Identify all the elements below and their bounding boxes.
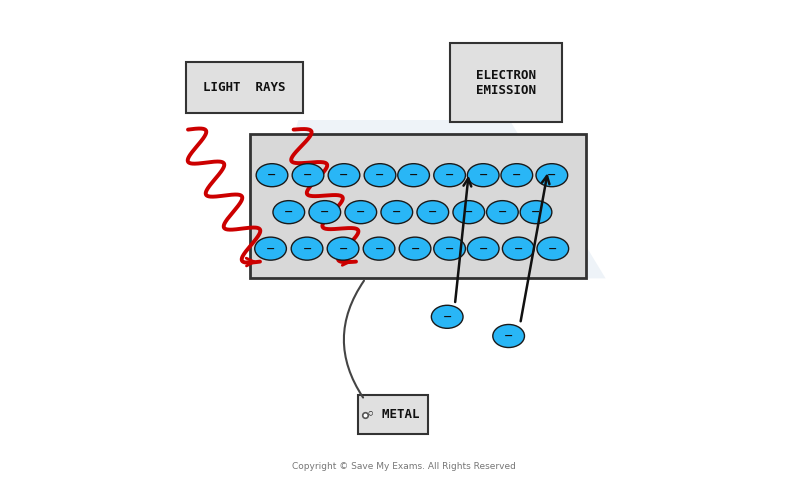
Ellipse shape (501, 164, 532, 187)
Text: −: − (464, 207, 473, 217)
Text: ELECTRON
EMISSION: ELECTRON EMISSION (476, 69, 537, 96)
Text: −: − (532, 207, 541, 217)
Text: −: − (356, 207, 365, 217)
Ellipse shape (398, 164, 429, 187)
Ellipse shape (467, 237, 499, 260)
Text: LIGHT  RAYS: LIGHT RAYS (204, 81, 286, 94)
Ellipse shape (431, 305, 463, 328)
Text: ◦ METAL: ◦ METAL (367, 408, 419, 421)
Text: −: − (445, 244, 454, 253)
Ellipse shape (434, 164, 465, 187)
FancyBboxPatch shape (186, 62, 303, 113)
Text: −: − (374, 244, 384, 253)
Text: −: − (498, 207, 507, 217)
FancyBboxPatch shape (359, 395, 428, 434)
Text: −: − (514, 244, 523, 253)
Text: −: − (339, 244, 347, 253)
Ellipse shape (309, 201, 341, 224)
Text: −: − (409, 170, 419, 180)
Ellipse shape (291, 237, 323, 260)
Text: −: − (547, 170, 557, 180)
Ellipse shape (364, 237, 395, 260)
Text: −: − (266, 244, 276, 253)
Text: −: − (512, 170, 521, 180)
Text: −: − (302, 244, 312, 253)
Ellipse shape (328, 164, 360, 187)
Ellipse shape (467, 164, 499, 187)
Ellipse shape (364, 164, 396, 187)
Ellipse shape (292, 164, 324, 187)
Polygon shape (250, 120, 606, 278)
FancyBboxPatch shape (250, 134, 587, 278)
Text: −: − (320, 207, 330, 217)
Ellipse shape (255, 237, 286, 260)
Ellipse shape (453, 201, 485, 224)
Ellipse shape (256, 164, 288, 187)
Text: −: − (428, 207, 437, 217)
Text: −: − (303, 170, 313, 180)
Text: Copyright © Save My Exams. All Rights Reserved: Copyright © Save My Exams. All Rights Re… (292, 462, 516, 471)
Text: −: − (284, 207, 293, 217)
Ellipse shape (536, 164, 568, 187)
Ellipse shape (537, 237, 569, 260)
Ellipse shape (503, 237, 534, 260)
FancyBboxPatch shape (449, 43, 562, 122)
Text: −: − (478, 170, 488, 180)
Ellipse shape (417, 201, 448, 224)
Ellipse shape (345, 201, 377, 224)
Ellipse shape (520, 201, 552, 224)
Text: −: − (339, 170, 349, 180)
Text: −: − (267, 170, 276, 180)
Ellipse shape (493, 324, 524, 348)
Ellipse shape (486, 201, 518, 224)
Text: −: − (548, 244, 558, 253)
Ellipse shape (399, 237, 431, 260)
Ellipse shape (327, 237, 359, 260)
Text: −: − (375, 170, 385, 180)
Text: −: − (504, 331, 513, 341)
Text: −: − (392, 207, 402, 217)
Text: −: − (410, 244, 419, 253)
Text: −: − (445, 170, 454, 180)
Ellipse shape (381, 201, 413, 224)
Text: −: − (443, 312, 452, 322)
Ellipse shape (434, 237, 465, 260)
Text: −: − (478, 244, 488, 253)
Ellipse shape (273, 201, 305, 224)
